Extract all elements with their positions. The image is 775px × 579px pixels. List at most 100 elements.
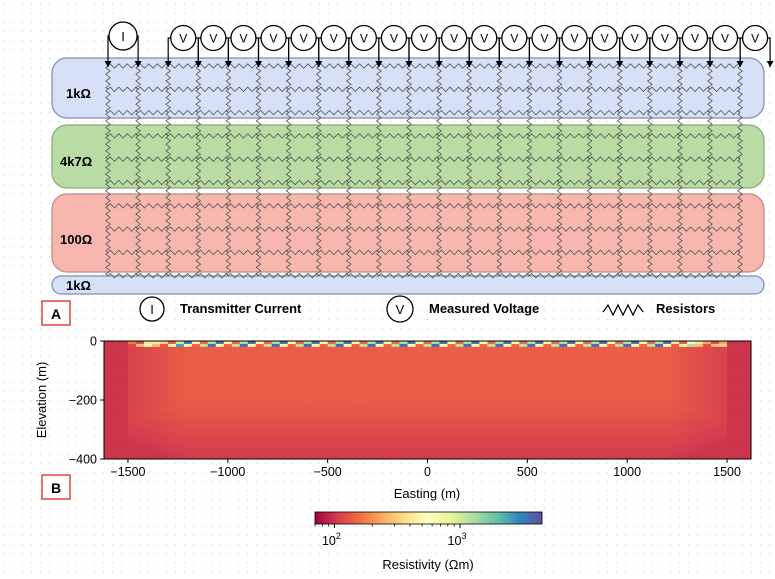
heatmap-cell: [159, 358, 169, 363]
heatmap-cell: [551, 435, 560, 439]
resistor-v: [737, 228, 743, 253]
heatmap-cell: [743, 417, 751, 422]
heatmap-cell: [415, 432, 424, 436]
resistor-v: [345, 205, 352, 230]
heatmap-cell: [599, 435, 608, 439]
heatmap-cell: [575, 432, 584, 436]
heatmap-cell: [319, 411, 329, 416]
heatmap-cell: [159, 400, 169, 404]
heatmap-cell: [599, 423, 608, 427]
heatmap-cell: [551, 388, 560, 392]
heatmap-cell: [255, 382, 265, 386]
x-tick-label: −500: [314, 465, 342, 479]
heatmap-cell: [503, 343, 512, 348]
heatmap-cell: [703, 405, 712, 410]
heatmap-cell: [111, 408, 121, 413]
legend-resistor-label: Resistors: [656, 301, 715, 316]
heatmap-cell: [671, 382, 680, 386]
heatmap-cell: [215, 420, 225, 424]
resistor-v: [345, 88, 352, 113]
heatmap-cell: [375, 402, 384, 407]
heatmap-cell: [367, 429, 376, 433]
heatmap-cell: [223, 453, 233, 457]
resistor-h: [228, 249, 259, 256]
heatmap-cell: [271, 456, 281, 459]
heatmap-cell: [575, 420, 584, 424]
heatmap-cell: [327, 441, 337, 445]
resistor-v: [707, 88, 713, 113]
heatmap-cell: [663, 426, 672, 430]
heatmap-cell: [623, 379, 632, 383]
resistor-h: [348, 109, 380, 116]
heatmap-cell: [255, 435, 265, 439]
heatmap-cell: [743, 370, 751, 374]
heatmap-cell: [495, 426, 504, 430]
heatmap-cell: [575, 444, 584, 448]
heatmap-cell: [511, 456, 520, 459]
heatmap-cell: [479, 391, 488, 395]
heatmap-cell: [727, 352, 736, 357]
heatmap-cell: [303, 376, 313, 380]
heatmap-cell: [663, 391, 672, 395]
heatmap-cell: [639, 456, 648, 459]
heatmap-cell: [527, 447, 536, 451]
resistor-v: [466, 205, 473, 230]
heatmap-cell: [215, 447, 225, 451]
heatmap-cell: [655, 417, 664, 422]
heatmap-cell: [239, 364, 249, 368]
heatmap-cell: [679, 417, 688, 422]
heatmap-cell: [143, 352, 153, 357]
heatmap-cell: [311, 414, 321, 419]
heatmap-cell: [511, 373, 520, 377]
legend-current-symbol: I: [150, 302, 154, 317]
heatmap-cell: [671, 441, 680, 445]
heatmap-cell: [687, 364, 696, 368]
heatmap-cell: [167, 408, 177, 413]
heatmap-cell: [511, 367, 520, 371]
heatmap-cell: [463, 376, 472, 380]
heatmap-cell: [167, 355, 177, 360]
heatmap-cell: [487, 373, 496, 377]
heatmap-cell: [127, 367, 137, 371]
heatmap-cell: [735, 456, 744, 459]
heatmap-cell: [167, 453, 177, 457]
heatmap-cell: [607, 343, 616, 348]
heatmap-cell: [607, 367, 616, 371]
heatmap-cell: [399, 438, 408, 442]
heatmap-cell: [375, 367, 384, 371]
heatmap-cell: [647, 382, 656, 386]
heatmap-cell: [343, 385, 353, 389]
heatmap-cell: [367, 402, 376, 407]
heatmap-cell: [599, 355, 608, 360]
heatmap-cell: [631, 385, 640, 389]
heatmap-cell: [407, 367, 416, 371]
heatmap-cell: [215, 444, 225, 448]
heatmap-cell: [127, 364, 137, 368]
heatmap-cell: [743, 355, 751, 360]
heatmap-cell: [183, 441, 193, 445]
resistor-h: [438, 249, 470, 256]
resistor-h: [228, 179, 259, 186]
resistor-grid: [105, 63, 743, 279]
heatmap-cell: [431, 355, 440, 360]
heatmap-cell: [679, 444, 688, 448]
heatmap-cell: [351, 391, 361, 395]
heatmap-cell: [623, 400, 632, 404]
heatmap-cell: [607, 432, 616, 436]
heatmap-cell: [423, 456, 432, 459]
heatmap-cell: [167, 456, 177, 459]
heatmap-cell: [159, 423, 169, 427]
resistor-h: [107, 179, 139, 186]
heatmap-cell: [575, 400, 584, 404]
heatmap-cell: [415, 444, 424, 448]
heatmap-cell: [135, 388, 145, 392]
resistor-v: [496, 158, 503, 183]
heatmap-cell: [143, 441, 153, 445]
heatmap-cell: [135, 355, 145, 360]
heatmap-cell: [199, 349, 209, 354]
heatmap-cell: [655, 411, 664, 416]
heatmap-cell: [711, 346, 720, 351]
voltmeter-arrow: [255, 61, 262, 67]
heatmap-cell: [143, 343, 153, 348]
heatmap-cell: [663, 352, 672, 357]
